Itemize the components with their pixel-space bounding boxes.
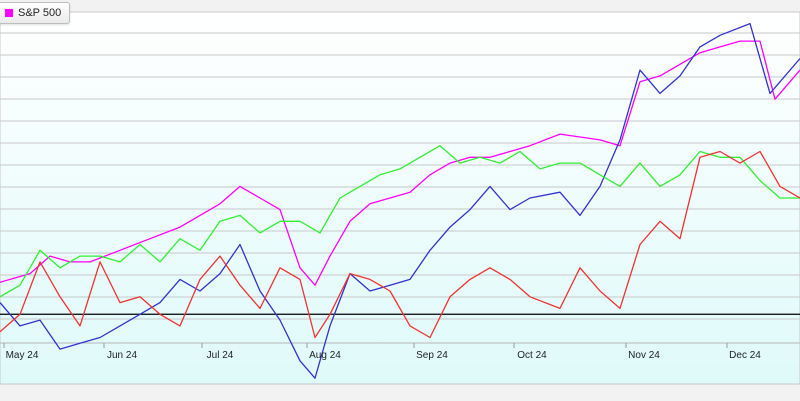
x-tick-label: Sep 24 [416, 350, 448, 361]
legend-swatch [5, 9, 13, 17]
plot-area [0, 11, 800, 385]
x-tick-label: Jul 24 [207, 350, 234, 361]
x-tick-label: Aug 24 [309, 350, 341, 361]
gridlines [0, 32, 800, 344]
x-tick-label: Dec 24 [729, 350, 761, 361]
series-line-s-p-500 [0, 40, 800, 286]
x-tick-label: Nov 24 [628, 350, 660, 361]
series-line-3 [0, 150, 800, 339]
x-tick-label: May 24 [6, 350, 39, 361]
series-lines [0, 22, 800, 379]
series-line-2 [0, 145, 800, 298]
legend-label-sp500: S&P 500 [18, 7, 62, 19]
x-tick-label: Oct 24 [517, 350, 547, 361]
x-axis-ticks: May 24 Jun 24 Jul 24 Aug 24 Sep 24 Oct 24 Nov … [3, 343, 761, 361]
horizontal-scrollbar[interactable] [0, 384, 800, 401]
x-tick-label: Jun 24 [107, 350, 137, 361]
legend[interactable]: S&P 500 [0, 2, 71, 24]
series-line-1 [0, 22, 800, 379]
